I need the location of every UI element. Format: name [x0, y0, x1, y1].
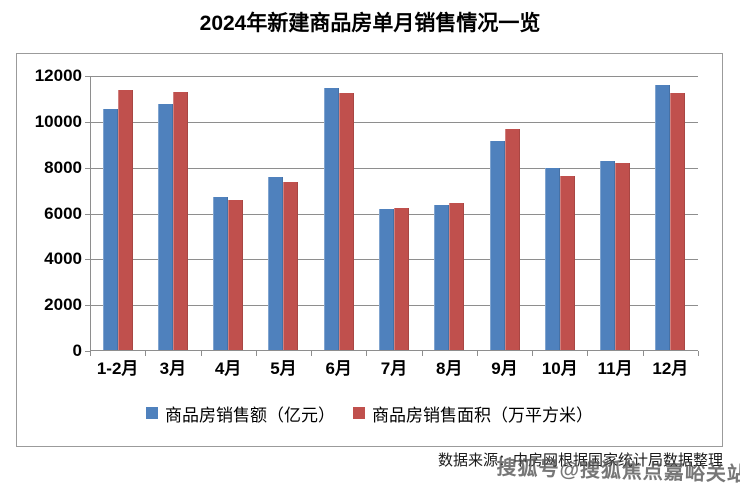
bar-商品房销售额（亿元）-6月 [323, 88, 339, 351]
y-axis-tick [85, 121, 90, 123]
legend-item: 商品房销售额（亿元） [146, 401, 335, 426]
y-axis-tick [85, 351, 90, 352]
y-axis-label: 4000 [44, 249, 82, 269]
chart-frame: 0 2000 4000 6000 8000 10000 12000 1-2月 3月 4月 5月 6月 7… [16, 53, 723, 447]
x-axis-tick [642, 351, 644, 356]
x-axis-label: 11月 [597, 359, 633, 378]
bar-商品房销售面积（万平方米）-5月 [283, 181, 299, 351]
bar-商品房销售面积（万平方米）-8月 [449, 203, 465, 351]
x-axis-label: 1-2月 [96, 359, 139, 378]
bar-商品房销售额（亿元）-12月 [655, 84, 671, 351]
bar-商品房销售面积（万平方米）-1-2月 [117, 90, 133, 351]
y-axis-label: 12000 [34, 66, 82, 85]
x-axis-line [90, 350, 698, 351]
bar-商品房销售额（亿元）-7月 [379, 209, 394, 351]
bar-商品房销售额（亿元）-1-2月 [102, 108, 118, 351]
x-axis-tick [255, 351, 257, 356]
legend-swatch-icon [146, 407, 158, 419]
watermark-text: 搜狐号@搜狐焦点嘉峪关站 [496, 456, 740, 487]
x-axis-label: 9月 [491, 359, 518, 378]
bar-商品房销售面积（万平方米）-3月 [172, 92, 188, 351]
gridline [90, 76, 698, 77]
bar-商品房销售额（亿元）-5月 [268, 176, 284, 351]
bar-商品房销售面积（万平方米）-10月 [559, 175, 575, 351]
bar-商品房销售额（亿元）-11月 [600, 161, 616, 351]
x-axis-label: 12月 [652, 359, 689, 378]
x-axis-tick [421, 351, 423, 356]
bar-商品房销售面积（万平方米）-7月 [394, 208, 409, 351]
y-axis-tick [85, 213, 90, 215]
x-axis-tick [311, 351, 313, 356]
legend-item: 商品房销售面积（万平方米） [353, 401, 593, 426]
x-axis-tick [532, 351, 534, 356]
y-axis-tick [85, 259, 90, 261]
x-axis-label: 7月 [380, 359, 408, 378]
bar-商品房销售额（亿元）-3月 [157, 103, 173, 351]
y-axis-label: 8000 [44, 157, 82, 177]
x-axis-tick [476, 351, 478, 356]
y-axis-tick [85, 167, 90, 169]
legend-label: 商品房销售面积（万平方米） [372, 405, 593, 425]
x-axis-label: 6月 [325, 359, 352, 378]
x-axis-tick [366, 351, 368, 356]
y-axis-label: 0 [72, 341, 82, 360]
x-axis-tick [587, 351, 589, 356]
bar-商品房销售额（亿元）-9月 [489, 141, 505, 351]
bar-商品房销售面积（万平方米）-6月 [338, 92, 354, 351]
legend-label: 商品房销售额（亿元） [165, 405, 335, 425]
bar-商品房销售面积（万平方米）-12月 [670, 92, 686, 351]
x-axis-tick [90, 351, 91, 356]
x-axis-label: 4月 [214, 359, 242, 378]
gridline [90, 121, 698, 123]
bar-商品房销售额（亿元）-4月 [213, 197, 229, 351]
y-axis-label: 2000 [44, 295, 82, 315]
plot-area: 0 2000 4000 6000 8000 10000 12000 1-2月 3月 4月 5月 6月 7… [35, 66, 699, 378]
bar-商品房销售额（亿元）-8月 [434, 204, 450, 351]
chart-legend: 商品房销售额（亿元） 商品房销售面积（万平方米） [17, 401, 722, 426]
legend-swatch-icon [353, 407, 365, 419]
bar-商品房销售面积（万平方米）-4月 [228, 200, 244, 351]
x-axis-label: 5月 [270, 359, 297, 378]
x-axis-tick [145, 351, 147, 356]
x-axis-tick [200, 351, 202, 356]
x-axis-label: 8月 [436, 359, 463, 378]
x-axis-label: 10月 [541, 359, 578, 378]
y-axis-tick [85, 76, 90, 77]
data-source-note: 数据来源：中房网根据国家统计局数据整理 [437, 452, 723, 469]
bar-商品房销售额（亿元）-10月 [544, 168, 560, 351]
y-axis-tick [85, 305, 90, 307]
chart-title: 2024年新建商品房单月销售情况一览 [199, 12, 541, 35]
y-axis-label: 6000 [44, 203, 82, 223]
x-axis-tick [698, 351, 699, 356]
y-axis-label: 10000 [34, 111, 82, 131]
x-axis-label: 3月 [159, 359, 187, 378]
y-axis-line [90, 76, 91, 351]
bar-商品房销售面积（万平方米）-11月 [615, 163, 631, 351]
gridline [90, 167, 698, 169]
bar-商品房销售面积（万平方米）-9月 [504, 129, 520, 351]
